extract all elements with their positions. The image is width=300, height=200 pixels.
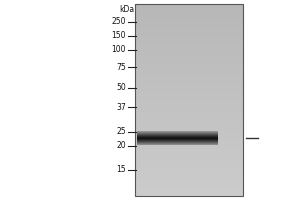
- Text: 37: 37: [116, 102, 126, 112]
- Text: 25: 25: [116, 128, 126, 136]
- Text: 50: 50: [116, 84, 126, 92]
- Text: 15: 15: [116, 166, 126, 174]
- Text: 250: 250: [112, 18, 126, 26]
- Bar: [135, 4, 243, 196]
- Text: 75: 75: [116, 62, 126, 72]
- Text: 100: 100: [112, 46, 126, 54]
- Text: 20: 20: [116, 142, 126, 150]
- Text: kDa: kDa: [119, 5, 134, 15]
- Text: 150: 150: [112, 31, 126, 40]
